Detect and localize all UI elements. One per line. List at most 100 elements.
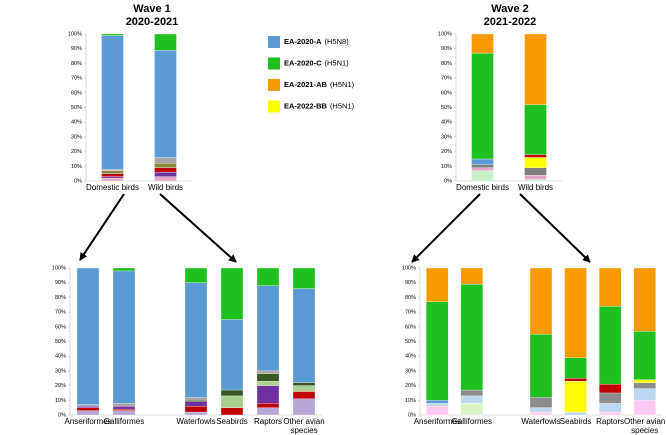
- bar-segment: [101, 173, 124, 177]
- y-tick-label: 0%: [408, 412, 416, 418]
- y-tick-label: 60%: [441, 90, 452, 96]
- bar-segment: [564, 381, 587, 413]
- x-tick-label: Domestic birds: [86, 183, 139, 192]
- y-tick-label: 80%: [405, 295, 416, 301]
- wave-period: 2020-2021: [126, 16, 179, 28]
- bar-segment: [184, 401, 208, 407]
- bar-segment: [426, 400, 449, 404]
- arrow: [79, 193, 125, 261]
- bar-segment: [101, 177, 124, 182]
- x-tick-label: Raptors: [596, 417, 625, 426]
- y-tick-label: 30%: [441, 134, 452, 140]
- bar-segment: [598, 411, 622, 416]
- bar-segment: [426, 267, 449, 302]
- bar-segment: [633, 331, 656, 380]
- y-tick-label: 60%: [71, 90, 82, 96]
- bar-segment: [426, 403, 449, 407]
- bar-segment: [76, 407, 100, 411]
- y-tick-label: 100%: [68, 31, 82, 37]
- bar-segment: [154, 50, 177, 158]
- bar-segment: [598, 383, 622, 394]
- y-tick-label: 90%: [71, 46, 82, 52]
- bar-segment: [101, 176, 124, 179]
- y-tick-label: 20%: [441, 149, 452, 155]
- bar-segment: [598, 306, 622, 385]
- bar-segment: [184, 267, 208, 283]
- bar-segment: [529, 333, 553, 398]
- y-tick-label: 40%: [405, 354, 416, 360]
- bar-segment: [529, 397, 553, 408]
- bar-segment: [633, 382, 656, 389]
- bar-segment: [524, 174, 547, 180]
- legend-swatch: [268, 100, 280, 113]
- x-tick-label: Galliformes: [451, 417, 493, 426]
- arrow: [159, 193, 237, 263]
- bar-segment: [112, 403, 136, 407]
- bar-segment: [471, 33, 494, 54]
- bar-segment: [292, 385, 316, 392]
- bar-segment: [154, 157, 177, 164]
- bar-segment: [154, 176, 177, 182]
- bar-segment: [460, 389, 484, 397]
- y-tick-label: 90%: [55, 280, 66, 286]
- y-tick-label: 10%: [71, 164, 82, 170]
- bar-segment: [633, 379, 656, 383]
- legend-label: EA-2021-AB (H5N1): [284, 80, 355, 89]
- bar-segment: [101, 35, 124, 170]
- bar-segment: [460, 284, 484, 391]
- bar-segment: [471, 164, 494, 168]
- y-tick-label: 20%: [55, 383, 66, 389]
- y-tick-label: 100%: [402, 265, 416, 271]
- bar-segment: [256, 267, 280, 286]
- bar-segment: [426, 301, 449, 401]
- bar-segment: [460, 267, 484, 285]
- bar-segment: [220, 267, 244, 320]
- bar-segment: [292, 398, 316, 416]
- y-tick-label: 0%: [444, 178, 452, 184]
- bar-segment: [154, 172, 177, 177]
- bar-segment: [598, 403, 622, 413]
- bar-segment: [633, 267, 656, 332]
- bar-segment: [256, 381, 280, 386]
- x-tick-label: Seabirds: [559, 417, 592, 426]
- bar-segment: [292, 288, 316, 383]
- legend-subtype: (H5N8): [325, 37, 350, 46]
- y-tick-label: 20%: [71, 149, 82, 155]
- legend-name: EA-2021-AB: [284, 80, 328, 89]
- x-tick-label: Other avian species: [624, 417, 666, 435]
- wave-period: 2021-2022: [484, 16, 537, 28]
- x-tick-label: Other avian species: [283, 417, 325, 435]
- y-tick-label: 70%: [55, 310, 66, 316]
- bar-segment: [426, 406, 449, 416]
- y-tick-label: 100%: [438, 31, 452, 37]
- bar-segment: [184, 406, 208, 413]
- x-tick-label: Anseriformes: [413, 417, 461, 426]
- x-tick-label: Seabirds: [216, 417, 248, 426]
- bar-segment: [154, 167, 177, 173]
- y-tick-label: 50%: [441, 105, 452, 111]
- bar-segment: [292, 382, 316, 386]
- x-tick-label: Waterfowls: [521, 417, 561, 426]
- bar-segment: [76, 404, 100, 407]
- bar-segment: [471, 52, 494, 160]
- bar-segment: [76, 406, 100, 408]
- bar-segment: [112, 270, 136, 404]
- y-tick-label: 90%: [441, 46, 452, 52]
- bar-segment: [184, 282, 208, 398]
- x-tick-label: Waterfowls: [176, 417, 216, 426]
- y-tick-label: 0%: [58, 412, 66, 418]
- x-tick-label: Domestic birds: [456, 183, 509, 192]
- y-tick-label: 10%: [441, 164, 452, 170]
- bar-segment: [524, 33, 547, 105]
- y-tick-label: 80%: [441, 61, 452, 67]
- bar-segment: [101, 169, 124, 171]
- bar-segment: [184, 397, 208, 401]
- bar-segment: [112, 406, 136, 410]
- legend-subtype: (H5N1): [330, 101, 355, 110]
- bar-segment: [220, 395, 244, 408]
- arrow: [519, 193, 591, 263]
- x-tick-label: Anseriformes: [64, 417, 112, 426]
- y-tick-label: 80%: [71, 61, 82, 67]
- legend-swatch: [268, 57, 280, 70]
- wave-title: Wave 1: [133, 3, 171, 15]
